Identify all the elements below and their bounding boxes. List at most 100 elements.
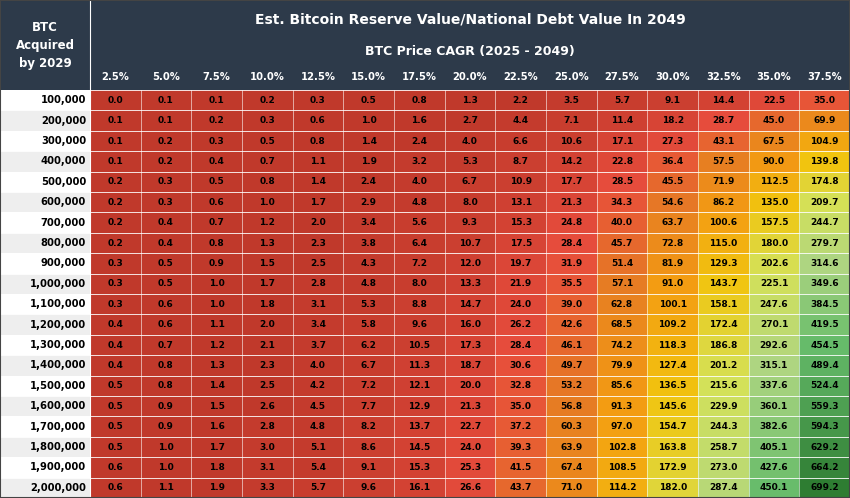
Bar	[496, 335, 546, 355]
Bar	[0, 131, 90, 151]
Text: 129.3: 129.3	[709, 259, 738, 268]
Text: 4.8: 4.8	[310, 422, 326, 431]
Text: 1.0: 1.0	[209, 300, 224, 309]
Text: 10.9: 10.9	[510, 177, 532, 186]
Bar	[242, 213, 292, 233]
Bar	[597, 151, 648, 172]
Text: 2.4: 2.4	[360, 177, 377, 186]
Bar	[343, 90, 394, 111]
Text: 5.3: 5.3	[360, 300, 377, 309]
Bar	[394, 437, 445, 457]
Bar	[749, 416, 799, 437]
Bar	[140, 253, 191, 273]
Text: 1.0: 1.0	[158, 463, 174, 472]
Bar	[445, 273, 496, 294]
Text: 6.6: 6.6	[513, 136, 529, 145]
Bar	[191, 233, 242, 253]
Text: 0.6: 0.6	[209, 198, 224, 207]
Bar	[343, 294, 394, 314]
Text: 5.7: 5.7	[310, 483, 326, 493]
Bar	[496, 294, 546, 314]
Bar	[698, 396, 749, 416]
Text: 594.3: 594.3	[810, 422, 839, 431]
Bar	[191, 111, 242, 131]
Text: 0.4: 0.4	[158, 239, 174, 248]
Bar	[343, 314, 394, 335]
Bar	[597, 172, 648, 192]
Bar	[698, 253, 749, 273]
Bar	[191, 457, 242, 478]
Text: 172.4: 172.4	[709, 320, 738, 329]
Text: 1.7: 1.7	[259, 279, 275, 288]
Text: BTC
Acquired
by 2029: BTC Acquired by 2029	[15, 20, 75, 70]
Bar	[292, 437, 343, 457]
Text: 1.0: 1.0	[360, 116, 377, 125]
Text: Est. Bitcoin Reserve Value/National Debt Value In 2049: Est. Bitcoin Reserve Value/National Debt…	[255, 12, 685, 26]
Bar	[140, 111, 191, 131]
Text: 51.4: 51.4	[611, 259, 633, 268]
Text: 12.0: 12.0	[459, 259, 481, 268]
Text: 0.6: 0.6	[107, 463, 123, 472]
Text: 0.4: 0.4	[158, 218, 174, 227]
Bar	[191, 437, 242, 457]
Text: 5.0%: 5.0%	[152, 72, 180, 82]
Text: 1.1: 1.1	[209, 320, 224, 329]
Bar	[140, 90, 191, 111]
Text: 2.5: 2.5	[259, 381, 275, 390]
Text: 62.8: 62.8	[611, 300, 633, 309]
Text: 0.2: 0.2	[158, 136, 174, 145]
Text: 0.5: 0.5	[259, 136, 275, 145]
Text: 200,000: 200,000	[41, 116, 86, 125]
Bar	[799, 213, 850, 233]
Bar	[648, 172, 698, 192]
Text: 0.7: 0.7	[209, 218, 224, 227]
Text: 49.7: 49.7	[560, 361, 582, 370]
Bar	[343, 131, 394, 151]
Bar	[90, 192, 140, 213]
Bar	[648, 294, 698, 314]
Bar	[496, 172, 546, 192]
Text: 500,000: 500,000	[41, 177, 86, 187]
Text: 100.1: 100.1	[659, 300, 687, 309]
Bar	[343, 253, 394, 273]
Bar	[0, 396, 90, 416]
Text: 43.1: 43.1	[712, 136, 734, 145]
Text: 2.0: 2.0	[259, 320, 275, 329]
Text: 143.7: 143.7	[709, 279, 738, 288]
Text: 0.8: 0.8	[209, 239, 224, 248]
Text: 1.0: 1.0	[158, 443, 174, 452]
Bar	[242, 294, 292, 314]
Text: 100.6: 100.6	[709, 218, 738, 227]
Text: 34.3: 34.3	[611, 198, 633, 207]
Text: 0.6: 0.6	[158, 320, 174, 329]
Bar	[799, 253, 850, 273]
Bar	[343, 416, 394, 437]
Text: 1.3: 1.3	[209, 361, 224, 370]
Text: 0.3: 0.3	[107, 259, 123, 268]
Text: 13.3: 13.3	[459, 279, 481, 288]
Bar	[546, 314, 597, 335]
Text: 0.7: 0.7	[158, 341, 174, 350]
Bar	[799, 314, 850, 335]
Bar	[140, 151, 191, 172]
Bar	[242, 375, 292, 396]
Bar	[191, 335, 242, 355]
Text: 43.7: 43.7	[509, 483, 532, 493]
Bar	[546, 233, 597, 253]
Bar	[394, 294, 445, 314]
Bar	[648, 111, 698, 131]
Bar	[496, 233, 546, 253]
Bar	[343, 478, 394, 498]
Text: 8.2: 8.2	[360, 422, 377, 431]
Text: 45.7: 45.7	[611, 239, 633, 248]
Text: 8.8: 8.8	[411, 300, 428, 309]
Text: 454.5: 454.5	[810, 341, 839, 350]
Text: 5.6: 5.6	[411, 218, 428, 227]
Text: 18.2: 18.2	[661, 116, 683, 125]
Bar	[496, 457, 546, 478]
Text: 136.5: 136.5	[659, 381, 687, 390]
Text: 0.9: 0.9	[158, 422, 174, 431]
Text: 1,400,000: 1,400,000	[30, 361, 86, 371]
Text: 2,000,000: 2,000,000	[30, 483, 86, 493]
Bar	[394, 111, 445, 131]
